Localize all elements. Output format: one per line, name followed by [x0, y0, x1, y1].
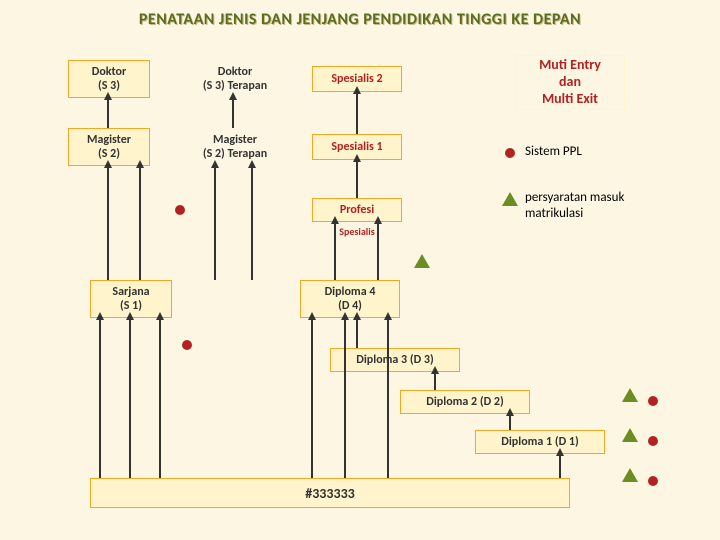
- arrow-head-icon: [229, 92, 237, 100]
- arrow-head-icon: [353, 154, 361, 162]
- arrow-line: [334, 222, 336, 280]
- arrow-line: [99, 318, 101, 478]
- arrow-head-icon: [104, 92, 112, 100]
- arrow-head-icon: [353, 312, 361, 320]
- arrow-line: [311, 318, 313, 478]
- arrow-head-icon: [341, 312, 349, 320]
- arrow-head-icon: [308, 312, 316, 320]
- box-profesi: Profesi: [312, 198, 402, 222]
- arrow-head-icon: [156, 312, 164, 320]
- arrow-head-icon: [96, 312, 104, 320]
- arrow-line: [251, 166, 253, 280]
- bottom-bar: #333333: [90, 478, 570, 508]
- circle-marker-icon: [175, 205, 185, 215]
- arrow-line: [356, 160, 358, 198]
- triangle-marker-icon: [622, 388, 638, 402]
- bottom-bar-label: #333333: [305, 485, 355, 502]
- legend-triangle-label: persyaratan masukmatrikulasi: [525, 190, 624, 223]
- arrow-line: [139, 166, 141, 280]
- arrow-line: [107, 98, 109, 128]
- arrow-line: [107, 166, 109, 280]
- arrow-head-icon: [384, 312, 392, 320]
- arrow-line: [214, 166, 216, 280]
- arrow-head-icon: [248, 160, 256, 168]
- circle-marker-icon: [648, 476, 658, 486]
- arrow-head-icon: [353, 86, 361, 94]
- arrow-line: [232, 98, 234, 128]
- circle-marker-icon: [648, 396, 658, 406]
- legend-circle-icon: [505, 148, 515, 158]
- arrow-head-icon: [331, 216, 339, 224]
- circle-marker-icon: [648, 436, 658, 446]
- circle-marker-icon: [182, 340, 192, 350]
- arrow-head-icon: [556, 448, 564, 456]
- arrow-head-icon: [431, 366, 439, 374]
- arrow-line: [559, 454, 561, 478]
- arrow-line: [387, 318, 389, 478]
- legend-circle-label: Sistem PPL: [525, 144, 582, 160]
- arrow-line: [129, 318, 131, 478]
- box-d1: Diploma 1 (D 1): [475, 430, 605, 454]
- box-d3: Diploma 3 (D 3): [330, 348, 460, 372]
- arrow-head-icon: [136, 160, 144, 168]
- box-s2t: Magister(S 2) Terapan: [185, 128, 285, 166]
- box-entry: Muti EntrydanMulti Exit: [515, 55, 625, 110]
- arrow-head-icon: [104, 160, 112, 168]
- arrow-line: [356, 92, 358, 134]
- triangle-marker-icon: [414, 254, 430, 268]
- triangle-marker-icon: [622, 468, 638, 482]
- arrow-head-icon: [374, 216, 382, 224]
- arrow-head-icon: [126, 312, 134, 320]
- triangle-marker-icon: [622, 428, 638, 442]
- page-title: PENATAAN JENIS DAN JENJANG PENDIDIKAN TI…: [0, 10, 720, 29]
- legend-triangle-icon: [502, 192, 518, 206]
- arrow-line: [434, 372, 436, 390]
- arrow-head-icon: [506, 408, 514, 416]
- arrow-line: [356, 318, 358, 348]
- arrow-head-icon: [211, 160, 219, 168]
- arrow-line: [159, 318, 161, 478]
- arrow-line: [509, 414, 511, 430]
- arrow-line: [377, 222, 379, 280]
- arrow-line: [344, 318, 346, 478]
